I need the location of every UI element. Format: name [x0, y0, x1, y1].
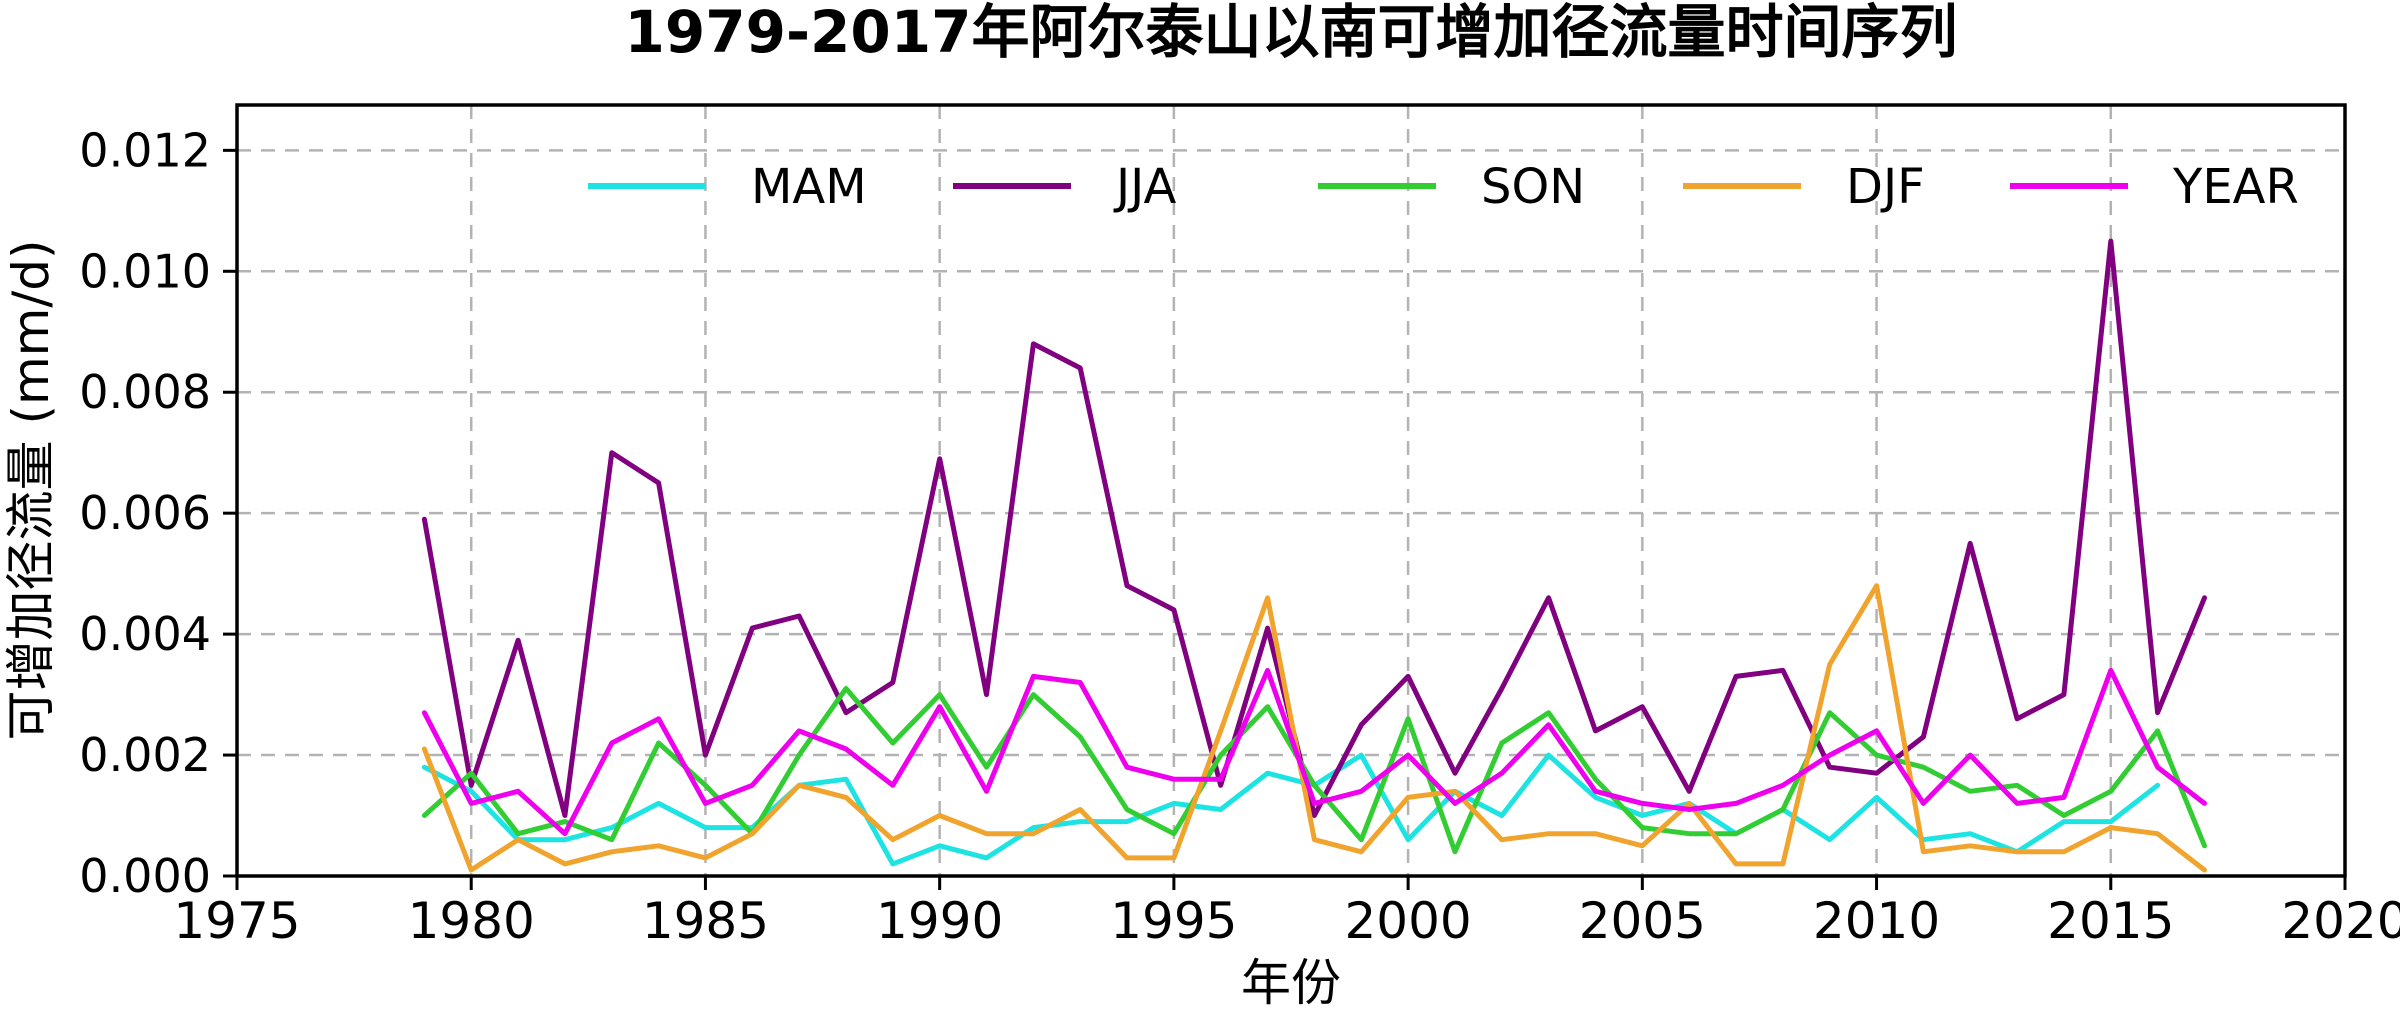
x-tick-label: 2000 — [1344, 892, 1471, 950]
legend-label-year: YEAR — [2172, 159, 2299, 215]
series-line-year — [421, 667, 2207, 837]
legend-label-djf: DJF — [1846, 159, 1925, 215]
y-tick-label: 0.006 — [79, 486, 211, 540]
legend-label-mam: MAM — [751, 159, 867, 215]
series-line-djf — [421, 583, 2207, 873]
x-tick-label: 2020 — [2281, 892, 2400, 950]
x-tick-label: 2015 — [2047, 892, 2174, 950]
y-tick-label: 0.002 — [79, 728, 211, 782]
tick-labels: 1975 1980 1985 1990 1995 2000 2005 2010 2015 2020… — [79, 123, 2400, 950]
legend-entry-mam: MAM — [588, 159, 867, 215]
axis-ticks — [223, 148, 2347, 890]
legend-entry-jja: JJA — [953, 159, 1176, 215]
y-tick-label: 0.004 — [79, 607, 211, 661]
x-tick-label: 1990 — [876, 892, 1003, 950]
legend-entry-djf: DJF — [1683, 159, 1925, 215]
legend-label-son: SON — [1481, 159, 1585, 215]
y-tick-label: 0.010 — [79, 244, 211, 298]
x-tick-label: 1980 — [408, 892, 535, 950]
x-tick-label: 2010 — [1813, 892, 1940, 950]
plot-border — [235, 103, 2347, 878]
y-tick-label: 0.008 — [79, 365, 211, 419]
x-tick-label: 1985 — [642, 892, 769, 950]
legend-entry-son: SON — [1318, 159, 1585, 215]
y-axis-label: 可增加径流量 (mm/d) — [2, 240, 60, 741]
data-series — [421, 238, 2207, 873]
x-tick-label: 1995 — [1110, 892, 1237, 950]
legend-entry-year: YEAR — [2010, 159, 2299, 215]
gridlines — [237, 105, 2345, 876]
y-tick-label: 0.012 — [79, 123, 211, 177]
chart-title: 1979-2017年阿尔泰山以南可增加径流量时间序列 — [625, 0, 1958, 66]
x-axis-label: 年份 — [1241, 954, 1341, 1012]
x-tick-label: 2005 — [1579, 892, 1706, 950]
legend-label-jja: JJA — [1113, 159, 1176, 215]
series-line-mam — [421, 752, 2161, 867]
x-tick-label: 1975 — [173, 892, 300, 950]
series-line-jja — [421, 238, 2207, 818]
y-tick-label: 0.000 — [79, 849, 211, 903]
legend: MAM JJA SON DJF YEAR — [588, 159, 2299, 215]
